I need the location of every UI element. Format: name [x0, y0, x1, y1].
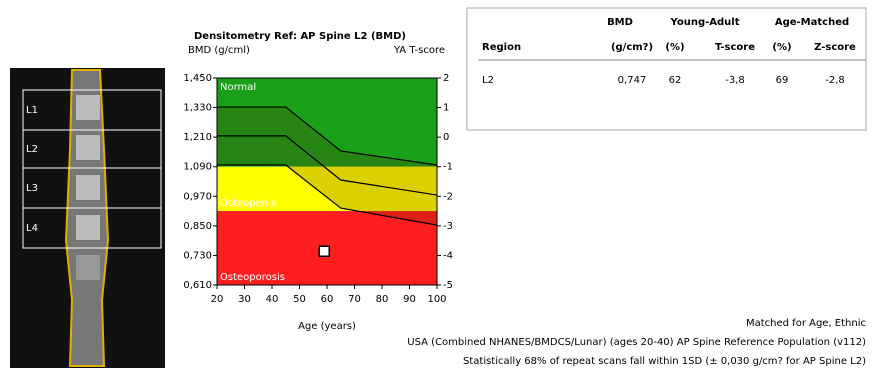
- table-header: Region: [482, 42, 521, 53]
- y-tick-label: 0,850: [183, 221, 212, 232]
- roi-label: L1: [26, 105, 38, 116]
- note: USA (Combined NHANES/BMDCS/Lunar) (ages …: [407, 337, 866, 348]
- y-tick-label: 1,210: [183, 132, 212, 143]
- y2-tick-label: 0: [443, 132, 449, 143]
- x-tick-label: 80: [376, 294, 389, 305]
- roi-label: L3: [26, 183, 38, 194]
- table-header: (%): [772, 42, 791, 53]
- vertebra: [76, 215, 100, 240]
- x-axis-label: Age (years): [298, 321, 356, 332]
- y2-tick-label: 2: [443, 73, 449, 84]
- x-tick-label: 30: [238, 294, 251, 305]
- y2-tick-label: -4: [443, 250, 453, 261]
- y2-axis-label: YA T-score: [393, 45, 445, 56]
- spine-image: L1 L2 L3 L4: [10, 68, 165, 368]
- table-cell: 0,747: [618, 75, 647, 86]
- zone-label: Osteopenia: [220, 198, 277, 209]
- y2-tick-label: -3: [443, 221, 453, 232]
- x-tick-label: 40: [266, 294, 279, 305]
- table-header: (%): [665, 42, 684, 53]
- y2-tick-label: -1: [443, 162, 453, 173]
- table-header: BMD: [607, 17, 633, 28]
- table-header: Young-Adult: [670, 17, 740, 28]
- report: L1 L2 L3 L4 Densitometry Ref: AP Spine L…: [0, 0, 872, 371]
- note: Matched for Age, Ethnic: [746, 318, 866, 329]
- note: Statistically 68% of repeat scans fall w…: [463, 356, 866, 367]
- y-tick-label: 0,730: [183, 250, 212, 261]
- x-tick-label: 50: [293, 294, 306, 305]
- x-tick-label: 100: [427, 294, 446, 305]
- table-cell: 69: [776, 75, 789, 86]
- zone-label: Osteoporosis: [220, 272, 285, 283]
- y-tick-label: 1,450: [183, 73, 212, 84]
- x-tick-label: 20: [211, 294, 224, 305]
- table-cell: L2: [482, 75, 494, 86]
- x-tick-label: 90: [403, 294, 416, 305]
- table-cell: 62: [669, 75, 682, 86]
- y-axis-label: BMD (g/cml): [188, 45, 250, 56]
- table-cell: -3,8: [725, 75, 745, 86]
- table-header: Z-score: [814, 42, 856, 53]
- y2-tick-label: -2: [443, 191, 453, 202]
- zone-label: Normal: [220, 82, 256, 93]
- page: {"chart_data": {"type": "scatter", "titl…: [0, 0, 872, 371]
- roi-label: L4: [26, 223, 38, 234]
- table-cell: -2,8: [825, 75, 845, 86]
- x-tick-label: 70: [348, 294, 361, 305]
- vertebra: [76, 135, 100, 160]
- y-tick-label: 1,090: [183, 162, 212, 173]
- vertebra: [76, 255, 100, 280]
- vertebra: [76, 95, 100, 120]
- y-tick-label: 0,610: [183, 280, 212, 291]
- y-tick-label: 1,330: [183, 103, 212, 114]
- vertebra: [76, 175, 100, 200]
- table-header: (g/cm?): [611, 42, 653, 53]
- y2-tick-label: 1: [443, 103, 449, 114]
- table-header: Age-Matched: [775, 17, 849, 28]
- chart-title: Densitometry Ref: AP Spine L2 (BMD): [194, 31, 406, 42]
- y-tick-label: 0,970: [183, 191, 212, 202]
- table-header: T-score: [715, 42, 755, 53]
- roi-label: L2: [26, 144, 38, 155]
- x-tick-label: 60: [321, 294, 334, 305]
- patient-point: [319, 246, 329, 256]
- y2-tick-label: -5: [443, 280, 453, 291]
